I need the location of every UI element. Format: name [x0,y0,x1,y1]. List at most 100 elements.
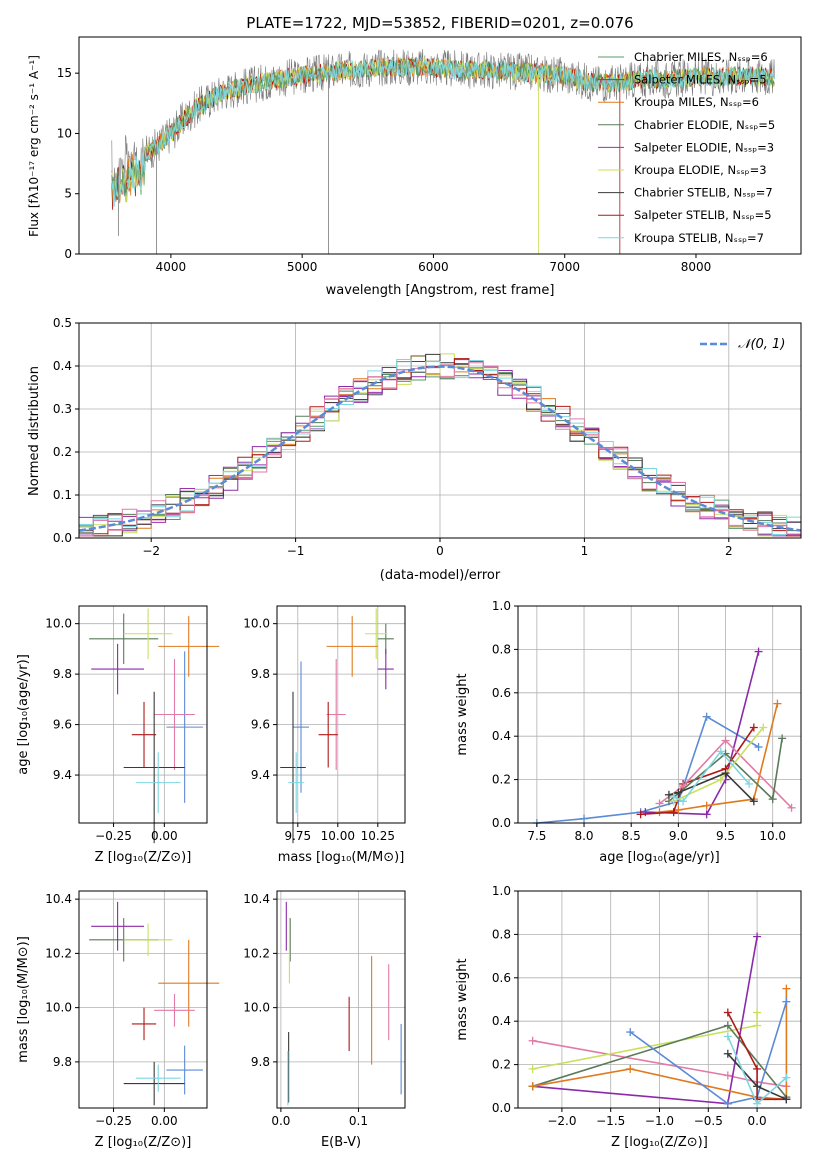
figure-title: PLATE=1722, MJD=53852, FIBERID=0201, z=0… [246,14,633,32]
residual-panel: −2 −1 0 1 2 0.0 0.1 0.2 0.3 0.4 0.5 (data-model)/e… [27,316,802,583]
age_weight-series-line-8 [673,750,750,803]
z_age-xtick-label: −0.25 [95,829,132,843]
residual-xlabel: (data-model)/error [380,568,501,583]
z_mass-ylabel: mass [log₁₀(M/M⊙)] [16,936,31,1063]
z_age-ytick-label: 10.0 [45,617,72,631]
age_weight-ytick-label: 0.2 [492,773,511,787]
age_weight-series-line-5 [668,738,783,802]
z_mass-ytick-label: 10.4 [45,892,72,906]
mass-age-panel: 9.75 10.00 10.25 9.4 9.6 9.8 10.0 mass [log₁₀(M… [243,605,406,865]
age_weight-series-line-2 [659,703,779,813]
z_weight-ylabel: mass weight [455,958,470,1040]
age_weight-xtick-label: 10.0 [759,829,786,843]
z_weight-xlabel: Z [log₁₀(Z/Z⊙)] [611,1135,708,1150]
z_weight-series-line-0 [532,1039,787,1088]
ebv_mass-ytick-label: 10.2 [243,946,270,960]
z_weight-ytick-label: 0.8 [492,927,511,941]
age_weight-xtick-label: 8.0 [574,829,593,843]
legend-label-kr_miles: Kroupa MILES, Nₛₛₚ=6 [634,95,759,109]
spectrum-xtick-label: 6000 [418,260,449,274]
spectrum-ylabel: Flux [fλ10⁻¹⁷ erg cm⁻² s⁻¹ A⁻¹] [27,55,41,237]
age_weight-frame [517,605,802,824]
mass_age-ytick-label: 10.0 [243,617,270,631]
age_weight-ylabel: mass weight [455,673,470,755]
z_age-frame [78,605,208,824]
z_age-ytick-label: 9.4 [53,768,72,782]
spectrum-xtick-label: 7000 [549,260,580,274]
ebv_mass-ytick-label: 10.4 [243,892,270,906]
z_age-ytick-label: 9.8 [53,667,72,681]
z_weight-ytick-label: 0.0 [492,1101,511,1115]
spectrum-frame [78,36,802,255]
z_weight-ytick-label: 0.6 [492,971,511,985]
z_mass-xtick-label: 0.00 [151,1114,178,1128]
z_weight-xtick-label: −2.0 [547,1114,576,1128]
mass_age-ytick-label: 9.6 [251,718,270,732]
normal-curve [78,365,802,532]
z_weight-ytick-label: 0.4 [492,1014,511,1028]
legend-label-kr_elodie: Kroupa ELODIE, Nₛₛₚ=3 [634,163,767,177]
spectrum-model-line-kr_stelib [111,57,775,207]
z_age-xlabel: Z [log₁₀(Z/Z⊙)] [95,850,192,865]
ebv_mass-xtick-label: 0.0 [271,1114,290,1128]
residual-xtick-label: 0 [436,544,444,558]
age_weight-xtick-label: 9.5 [716,829,735,843]
spectrum-panel: 4000 5000 6000 7000 8000 0 5 10 15 wavelength [A… [27,36,802,298]
age_weight-ytick-label: 0.8 [492,642,511,656]
residual-ytick-label: 0.5 [53,316,72,330]
spectrum-ytick-label: 0 [64,247,72,261]
age_weight-xtick-label: 8.5 [622,829,641,843]
mass_age-xtick-label: 9.75 [284,829,311,843]
legend-label-sa_elodie: Salpeter ELODIE, Nₛₛₚ=3 [634,140,774,154]
legend-label-kr_stelib: Kroupa STELIB, Nₛₛₚ=7 [634,231,764,245]
residual-xtick-label: 1 [581,544,589,558]
ebv_mass-ytick-label: 9.8 [251,1055,270,1069]
mass_age-ytick-label: 9.4 [251,768,270,782]
z_weight-xtick-label: −1.5 [596,1114,625,1128]
legend-label-sa_stelib: Salpeter STELIB, Nₛₛₚ=5 [634,208,772,222]
spectrum-ytick-label: 10 [57,126,72,140]
mass_age-xtick-label: 10.00 [321,829,355,843]
mass_age-xlabel: mass [log₁₀(M/M⊙)] [278,850,405,865]
residual-xtick-label: 2 [725,544,733,558]
z_age-ylabel: age [log₁₀(age/yr)] [16,654,31,775]
normal-legend-label: 𝒩(0, 1) [738,337,785,352]
ebv_mass-frame [276,890,406,1109]
residual-ytick-label: 0.4 [53,359,72,373]
spectrum-xtick-label: 4000 [156,260,187,274]
z_weight-ytick-label: 1.0 [492,884,511,898]
z_weight-xtick-label: −0.5 [694,1114,723,1128]
age-weight-panel: 7.5 8.0 8.5 9.0 9.5 10.0 0.0 0.2 0.4 0.6 0.8 1.0 age… [455,599,802,865]
spectrum-xtick-label: 5000 [287,260,318,274]
spectrum-ytick-label: 5 [64,187,72,201]
ebv_mass-xlabel: E(B-V) [321,1135,361,1150]
legend-label-ch_elodie: Chabrier ELODIE, Nₛₛₚ=5 [634,118,775,132]
legend-label-ch_miles: Chabrier MILES, Nₛₛₚ=6 [634,50,768,64]
age_weight-ytick-label: 0.0 [492,816,511,830]
z_weight-xtick-label: −1.0 [645,1114,674,1128]
residual-ylabel: Normed distribution [27,366,42,496]
ebv_mass-ytick-label: 10.0 [243,1001,270,1015]
z_mass-ytick-label: 10.0 [45,1001,72,1015]
z-weight-panel: −2.0 −1.5 −1.0 −0.5 0.0 0.0 0.2 0.4 0.6 0.8 1.0 Z [… [455,884,802,1150]
residual-ytick-label: 0.0 [53,531,72,545]
mass_age-frame [276,605,406,824]
z_age-xtick-label: 0.00 [151,829,178,843]
age_weight-xlabel: age [log₁₀(age/yr)] [599,850,720,865]
z_mass-ytick-label: 9.8 [53,1055,72,1069]
age_weight-xtick-label: 9.0 [669,829,688,843]
z_age-ytick-label: 9.6 [53,718,72,732]
residual-ytick-label: 0.1 [53,488,72,502]
ebv-mass-panel: 0.0 0.1 9.8 10.0 10.2 10.4 E(B-V) [243,890,406,1150]
z_weight-ytick-label: 0.2 [492,1058,511,1072]
spectrum-ytick-label: 15 [57,66,72,80]
z_weight-series-line-2 [532,936,758,1105]
z_weight-series-line-5 [629,1001,788,1105]
spectrum-legend: Chabrier MILES, Nₛₛₚ=6 Salpeter MILES, Nₛ… [598,50,775,245]
z_mass-frame [78,890,208,1109]
z_mass-ytick-label: 10.2 [45,946,72,960]
legend-label-ch_stelib: Chabrier STELIB, Nₛₛₚ=7 [634,186,773,200]
mass_age-ytick-label: 9.8 [251,667,270,681]
age_weight-series-line-1 [645,651,760,816]
